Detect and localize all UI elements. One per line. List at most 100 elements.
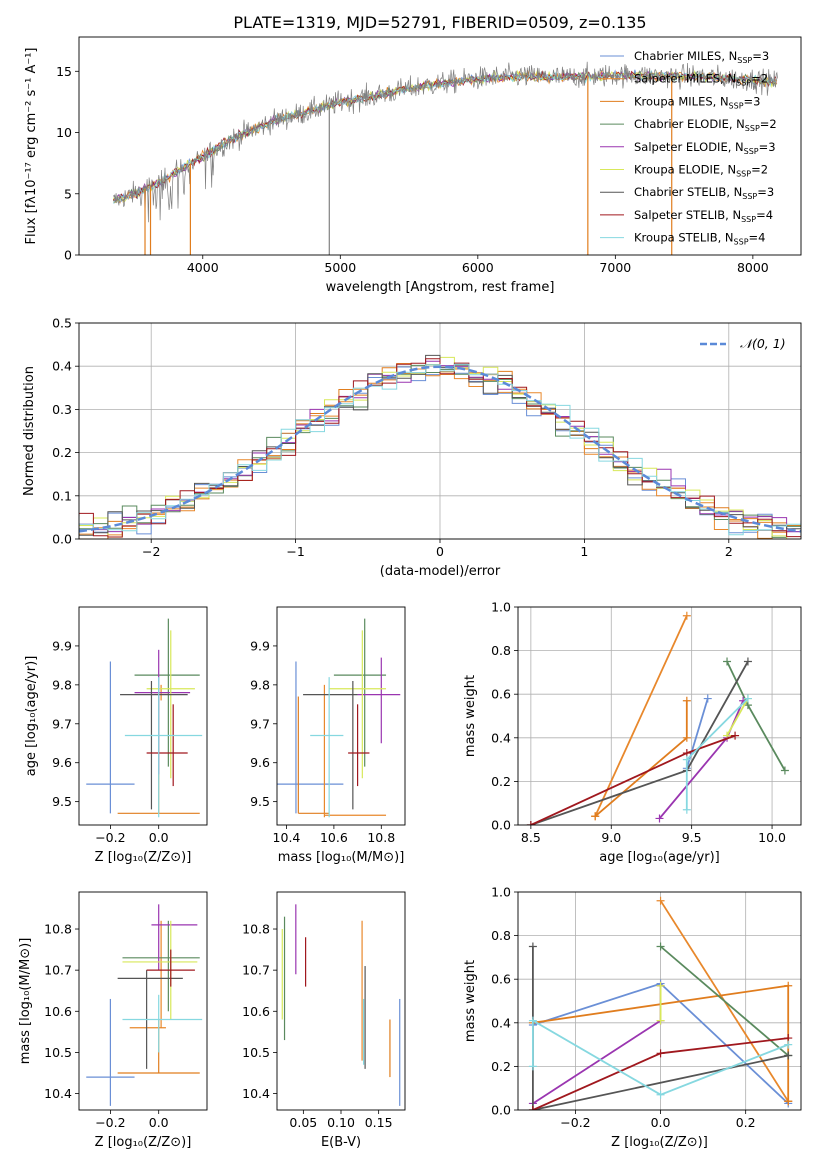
axes-frame bbox=[276, 891, 406, 1111]
y-tick-label: 10 bbox=[56, 125, 72, 140]
x-tick-label: 10.4 bbox=[273, 830, 301, 845]
x-tick-label: 0.0 bbox=[149, 1115, 169, 1130]
plot-area bbox=[86, 904, 203, 1106]
error-bar-point bbox=[86, 661, 135, 814]
y-tick-label: 9.5 bbox=[250, 794, 270, 809]
weight-marker bbox=[682, 733, 691, 742]
legend-sub: SSP bbox=[729, 101, 744, 110]
x-tick-label: 0.0 bbox=[149, 830, 169, 845]
weight-marker bbox=[656, 942, 665, 951]
y-axis-label: mass [log₁₀(M/M⊙)] bbox=[18, 938, 33, 1065]
weight-series-line bbox=[660, 945, 789, 1057]
weight-marker bbox=[784, 1040, 793, 1049]
y-tick-label: 9.5 bbox=[52, 794, 72, 809]
x-tick-label: 8000 bbox=[737, 260, 769, 275]
x-axis-label: age [log₁₀(age/yr)] bbox=[599, 850, 720, 865]
error-bar-point bbox=[348, 704, 370, 787]
legend-label: Kroupa STELIB, NSSP=4 bbox=[634, 231, 765, 247]
panel-age-vs-Z: −0.2 0.0 9.5 9.6 9.7 9.8 9.9 Z [log₁₀(Z/Z⊙)] age… bbox=[24, 606, 208, 865]
weight-marker bbox=[703, 694, 712, 703]
axes-frame bbox=[276, 606, 406, 826]
legend-sub: SSP bbox=[736, 79, 751, 88]
legend-sub: SSP bbox=[734, 238, 749, 247]
y-tick-label: 9.7 bbox=[250, 716, 270, 731]
error-bar-point bbox=[329, 630, 387, 779]
y-tick-label: 0.6 bbox=[491, 972, 511, 987]
x-tick-label: 0.0 bbox=[651, 1115, 671, 1130]
x-tick-label: 0 bbox=[436, 544, 444, 559]
plot-area bbox=[86, 618, 203, 818]
y-tick-label: 0.0 bbox=[491, 1103, 511, 1118]
x-tick-label: 7000 bbox=[599, 260, 631, 275]
y-axis-label: Normed distribution bbox=[22, 366, 37, 496]
error-bar-point bbox=[86, 998, 135, 1106]
plot-area bbox=[281, 904, 401, 1106]
weight-marker bbox=[655, 814, 664, 823]
panel-mass-weight-vs-Z: −0.2 0.0 0.2 0.0 0.2 0.4 0.6 0.8 1.0 Z [log₁₀(Z/Z… bbox=[463, 885, 802, 1150]
legend-count: =4 bbox=[749, 231, 766, 245]
error-bar-point bbox=[146, 949, 195, 987]
weight-marker bbox=[743, 657, 752, 666]
y-tick-label: 0.5 bbox=[52, 316, 72, 331]
x-axis-label: Z [log₁₀(Z/Z⊙)] bbox=[95, 850, 192, 865]
y-tick-label: 0.4 bbox=[491, 730, 511, 745]
y-tick-label: 10.8 bbox=[242, 922, 270, 937]
x-axis-label: Z [log₁₀(Z/Z⊙)] bbox=[95, 1135, 192, 1150]
x-tick-label: −2 bbox=[142, 544, 160, 559]
error-bar-point bbox=[146, 704, 188, 787]
x-axis-label: Z [log₁₀(Z/Z⊙)] bbox=[611, 1135, 708, 1150]
axes-frame bbox=[78, 606, 208, 826]
weight-marker bbox=[682, 696, 691, 705]
plot-area bbox=[79, 354, 801, 539]
legend-count: =2 bbox=[751, 163, 768, 177]
legend-sub: SSP bbox=[745, 124, 760, 133]
x-axis-label: (data-model)/error bbox=[380, 564, 501, 579]
y-tick-label: 10.7 bbox=[44, 963, 72, 978]
plot-area bbox=[528, 896, 793, 1110]
x-tick-label: 2 bbox=[725, 544, 733, 559]
error-bar-point bbox=[146, 630, 195, 779]
error-bar-point bbox=[303, 680, 358, 810]
legend-sub: SSP bbox=[737, 56, 752, 65]
weight-marker bbox=[656, 1016, 665, 1025]
plot-area bbox=[277, 618, 401, 818]
weight-marker bbox=[528, 1016, 537, 1025]
x-tick-label: 10.0 bbox=[758, 830, 786, 845]
error-bar-point bbox=[310, 677, 344, 818]
legend-sub: SSP bbox=[736, 170, 751, 179]
y-tick-label: 0.3 bbox=[52, 402, 72, 417]
y-tick-label: 0.0 bbox=[52, 532, 72, 547]
error-bar-point bbox=[151, 904, 198, 971]
figure-title: PLATE=1319, MJD=52791, FIBERID=0509, z=0… bbox=[233, 13, 646, 32]
legend-label: Kroupa ELODIE, NSSP=2 bbox=[634, 163, 768, 179]
weight-marker bbox=[780, 766, 789, 775]
x-tick-label: 0.2 bbox=[736, 1115, 756, 1130]
y-axis-label: mass weight bbox=[463, 960, 478, 1042]
weight-marker bbox=[656, 1049, 665, 1058]
y-tick-label: 0.6 bbox=[491, 687, 511, 702]
y-tick-label: 9.6 bbox=[52, 755, 72, 770]
weight-marker bbox=[656, 1090, 665, 1099]
error-bar-point bbox=[357, 657, 401, 744]
legend-count: =4 bbox=[756, 208, 773, 222]
y-tick-label: 9.7 bbox=[52, 716, 72, 731]
error-bar-point bbox=[323, 684, 387, 818]
axes-frame bbox=[517, 891, 802, 1111]
panel-mass-weight-vs-age: 8.5 9.0 9.5 10.0 0.0 0.2 0.4 0.6 0.8 1.0 age [log₁… bbox=[463, 600, 802, 865]
y-tick-label: 10.6 bbox=[242, 1004, 270, 1019]
y-axis-label: mass weight bbox=[463, 675, 478, 757]
panel-mass-vs-ebv: 0.05 0.10 0.15 10.4 10.5 10.6 10.7 10.8 E(B-V) bbox=[242, 891, 406, 1150]
legend-label: Chabrier STELIB, NSSP=3 bbox=[634, 185, 774, 201]
legend-sub: SSP bbox=[742, 192, 757, 201]
axes-frame bbox=[517, 606, 802, 826]
weight-marker bbox=[784, 981, 793, 990]
normal-reference-curve bbox=[79, 365, 801, 533]
y-tick-label: 5 bbox=[64, 186, 72, 201]
weight-series-line bbox=[726, 698, 749, 737]
weight-marker bbox=[682, 805, 691, 814]
legend-count: =2 bbox=[760, 117, 777, 131]
y-tick-label: 0.2 bbox=[491, 1059, 511, 1074]
y-tick-label: 0.8 bbox=[491, 643, 511, 658]
x-tick-label: 1 bbox=[580, 544, 588, 559]
